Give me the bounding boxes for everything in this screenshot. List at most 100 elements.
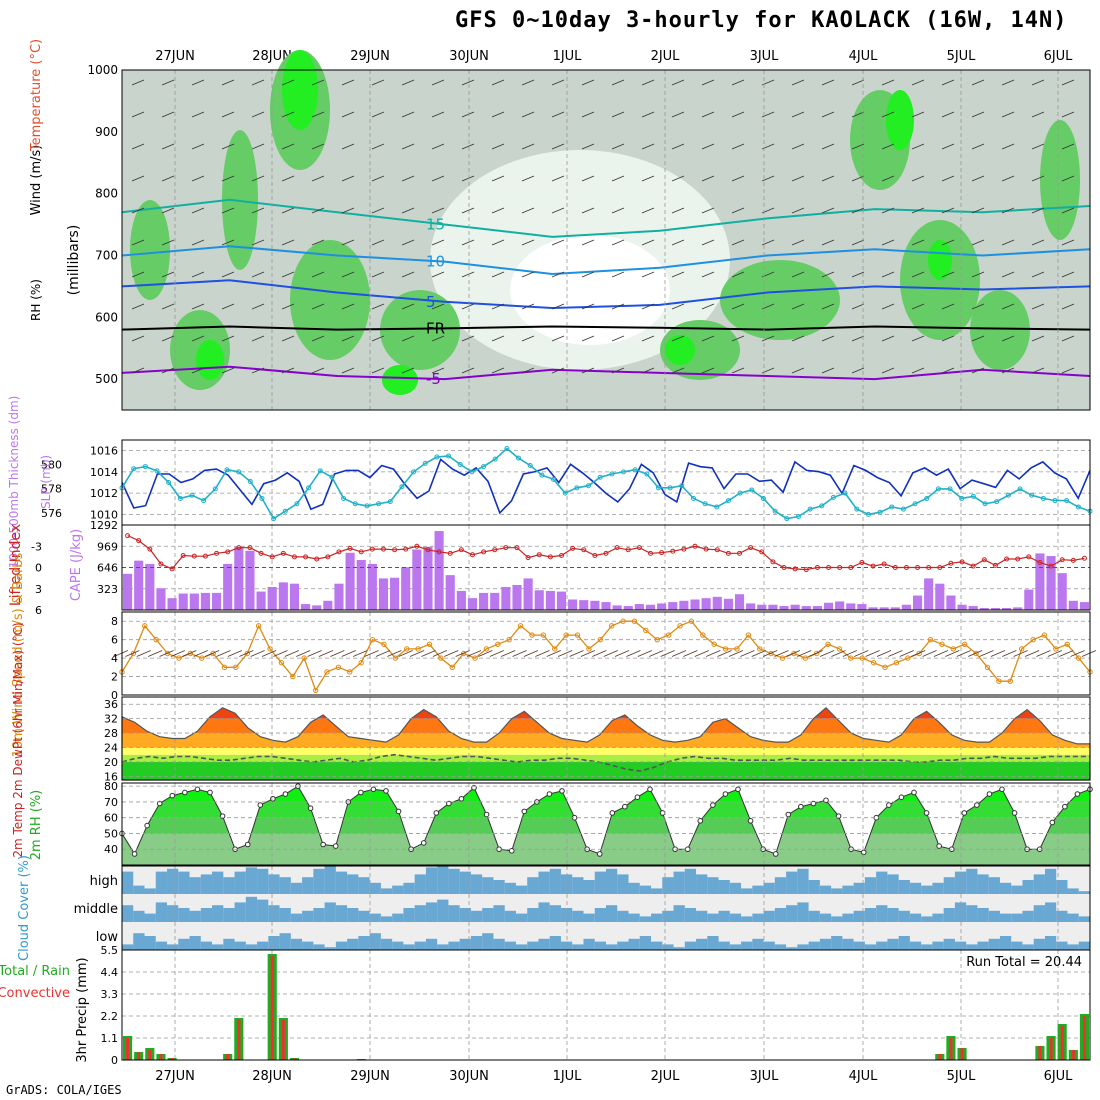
- li-point: [280, 550, 286, 556]
- tick-label: 0: [111, 1054, 118, 1067]
- data-point: [294, 501, 300, 507]
- cloud-cell: [358, 910, 371, 922]
- tick-label: 24: [104, 742, 118, 755]
- wind-barb: [409, 650, 425, 657]
- rh-point: [458, 795, 465, 802]
- rh-point: [508, 848, 515, 854]
- speed-point: [643, 627, 649, 634]
- cloud-cell-bg: [684, 922, 697, 950]
- wind-barb: [592, 650, 607, 657]
- convective-bar: [292, 1058, 296, 1060]
- cloud-cell: [808, 880, 821, 894]
- speed-point: [255, 623, 262, 629]
- rh-point: [395, 808, 402, 815]
- legend-total-rain: Total / Rain: [0, 964, 70, 979]
- wind-barb: [461, 303, 475, 310]
- tick-label: 4.4: [101, 966, 119, 979]
- wind-barb: [341, 111, 355, 118]
- cape-bar: [1001, 608, 1012, 610]
- axis-label: RH (%): [29, 279, 43, 321]
- wind-barb: [911, 175, 925, 182]
- wind-barb: [641, 143, 655, 150]
- axis-label: 1000-500mb Thickness (dm): [7, 396, 21, 569]
- wind-barb: [611, 175, 625, 182]
- cape-bar: [779, 606, 789, 610]
- rh-point: [835, 813, 842, 819]
- wind-barb: [431, 303, 445, 310]
- cloud-cell: [459, 938, 472, 950]
- convective-bar: [1082, 1016, 1086, 1060]
- cape-bar: [556, 591, 567, 610]
- rh-point: [358, 789, 364, 796]
- cape-bar: [412, 549, 422, 610]
- wind-barb: [461, 335, 475, 342]
- speed-point: [1075, 655, 1082, 661]
- wind-barb: [251, 111, 265, 118]
- wind-barb: [431, 239, 445, 246]
- wind-barb: [432, 650, 448, 657]
- panel-frame: [121, 524, 1091, 611]
- cloud-cell-bg: [504, 866, 517, 894]
- cloud-cell: [223, 877, 236, 894]
- cloud-cell: [1033, 938, 1046, 950]
- wind-barb: [131, 111, 145, 118]
- cloud-cell-bg: [369, 866, 382, 894]
- cloud-cell: [504, 941, 517, 950]
- li-point: [369, 546, 375, 552]
- cloud-cell: [178, 908, 191, 922]
- wind-barb: [911, 650, 926, 657]
- speed-point: [1018, 646, 1025, 652]
- convective-bar: [1038, 1046, 1042, 1060]
- data-point: [900, 506, 906, 512]
- wind-barb: [311, 79, 325, 86]
- cloud-cell: [1022, 944, 1035, 950]
- cloud-cell: [999, 913, 1012, 922]
- cloud-cell-bg: [527, 922, 539, 950]
- data-point: [376, 501, 382, 507]
- rh-point: [383, 788, 389, 794]
- cloud-cell-bg: [380, 922, 393, 950]
- speed-point: [233, 664, 239, 671]
- wind-barb: [398, 650, 413, 657]
- cape-bar: [545, 590, 555, 610]
- wind-barb: [431, 143, 445, 150]
- cloud-cell-bg: [696, 922, 708, 950]
- wind-barb: [125, 650, 140, 657]
- date-label: 28JUN: [252, 1069, 292, 1084]
- cloud-cell-bg: [842, 922, 855, 950]
- speed-point: [677, 623, 683, 629]
- li-point: [403, 546, 409, 552]
- tick-label: 0: [111, 689, 118, 702]
- moist-patch: [380, 290, 460, 370]
- wind-barb: [401, 175, 415, 182]
- date-label: 27JUN: [155, 1069, 195, 1084]
- cloud-cell-bg: [1011, 922, 1023, 950]
- cloud-cell: [459, 908, 472, 922]
- wind-barb: [671, 111, 685, 118]
- cloud-cell: [527, 908, 539, 922]
- panel-frame: [121, 69, 1091, 411]
- wind-barb: [1061, 207, 1075, 214]
- cloud-cell-bg: [200, 922, 213, 950]
- wind-barb: [971, 271, 985, 278]
- cape-bar: [1079, 602, 1089, 610]
- wind-barb: [701, 239, 715, 246]
- cape-bar: [145, 563, 155, 610]
- cape-bar: [289, 583, 300, 610]
- isotherm: [121, 365, 1091, 381]
- wind-barb: [731, 175, 745, 182]
- wind-barb: [431, 111, 445, 118]
- speed-point: [745, 632, 752, 638]
- wind-barb: [791, 303, 805, 310]
- cloud-cell-bg: [763, 894, 776, 922]
- cloud-cell-bg: [842, 894, 855, 922]
- cloud-cell-bg: [639, 894, 652, 922]
- cloud-cell: [1022, 880, 1035, 894]
- wind-barb: [797, 650, 812, 657]
- cloud-cell: [673, 905, 686, 922]
- speed-point: [552, 646, 558, 652]
- date-label: 3JUL: [750, 49, 780, 64]
- cloud-cell: [358, 877, 371, 894]
- tick-label: 80: [104, 780, 118, 793]
